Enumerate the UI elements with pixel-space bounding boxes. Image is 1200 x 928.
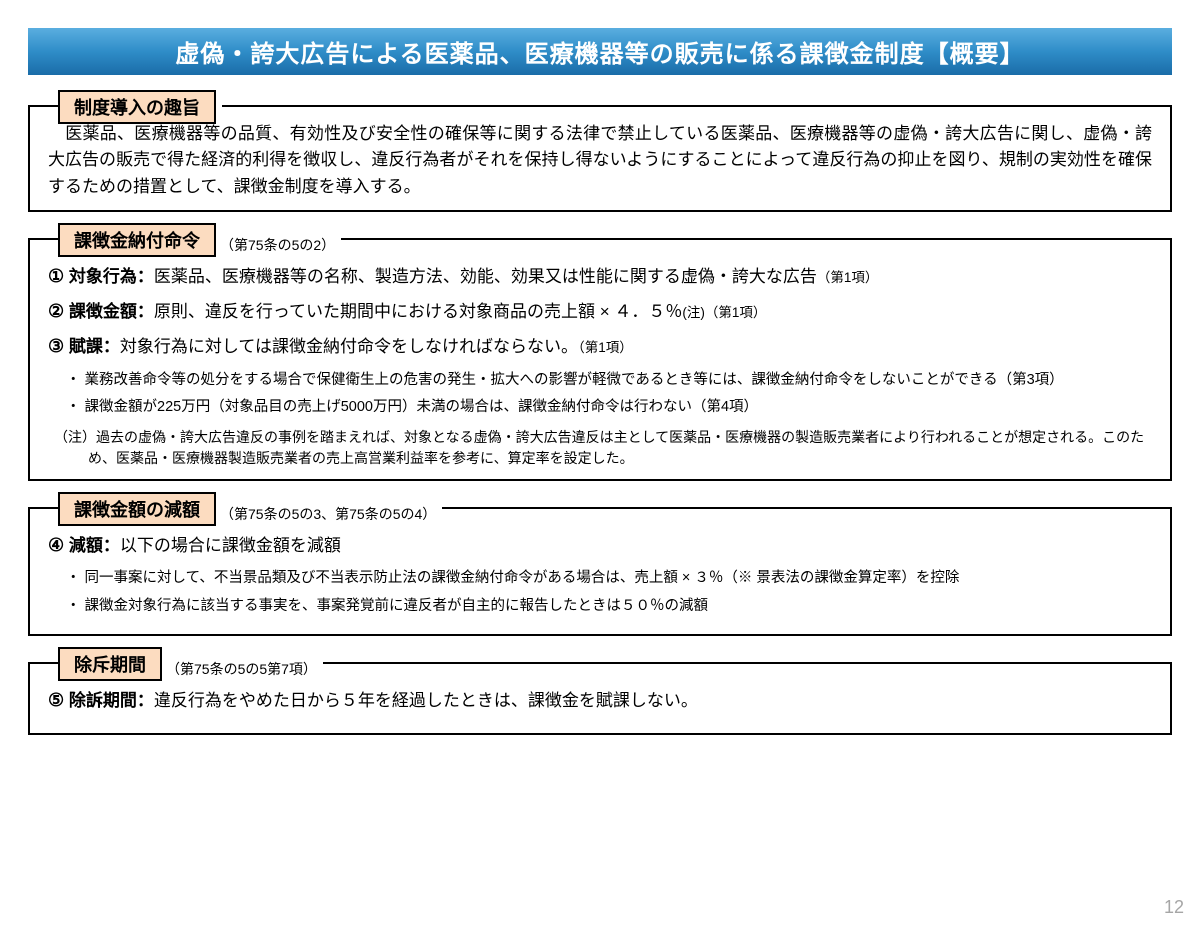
item-text: 違反行為をやめた日から５年を経過したときは、課徴金を賦課しない。 <box>154 691 698 710</box>
item-bold: 賦課： <box>64 337 120 356</box>
item-bold: 減額： <box>64 536 120 555</box>
item-4: ④ 減額：以下の場合に課徴金額を減額 <box>48 533 1152 558</box>
item-tail: （第1項） <box>817 270 879 285</box>
page-title: 虚偽・誇大広告による医薬品、医療機器等の販売に係る課徴金制度【概要】 <box>28 28 1172 75</box>
item-text: 対象行為に対しては課徴金納付命令をしなければならない。 <box>120 337 578 356</box>
item-5: ⑤ 除訴期間：違反行為をやめた日から５年を経過したときは、課徴金を賦課しない。 <box>48 688 1152 713</box>
item-bold: 除訴期間： <box>64 691 154 710</box>
item-text: 医薬品、医療機器等の名称、製造方法、効能、効果又は性能に関する虚偽・誇大な広告 <box>154 267 817 286</box>
item-1: ① 対象行為：医薬品、医療機器等の名称、製造方法、効能、効果又は性能に関する虚偽… <box>48 264 1152 289</box>
page-number: 12 <box>1164 897 1184 918</box>
item-2: ② 課徴金額：原則、違反を行っていた期間中における対象商品の売上額 × ４．５％… <box>48 299 1152 324</box>
item-number: ② <box>48 301 64 321</box>
item-number: ④ <box>48 535 64 555</box>
section-exclusion-period: 除斥期間 （第75条の5の5第7項） ⑤ 除訴期間：違反行為をやめた日から５年を… <box>28 662 1172 735</box>
bullet-1: ・ 同一事案に対して、不当景品類及び不当表示防止法の課徴金納付命令がある場合は、… <box>66 568 1152 590</box>
item-number: ⑤ <box>48 690 64 710</box>
item-tail: （第1項） <box>578 340 633 355</box>
item-number: ① <box>48 266 64 286</box>
section-sublabel: （第75条の5の3、第75条の5の4） <box>220 504 436 526</box>
section-sublabel: （第75条の5の5第7項） <box>166 659 317 681</box>
section-label: 除斥期間 <box>58 647 162 681</box>
section-reduction: 課徴金額の減額 （第75条の5の3、第75条の5の4） ④ 減額：以下の場合に課… <box>28 507 1172 636</box>
bullet-2: ・ 課徴金額が225万円（対象品目の売上げ5000万円）未満の場合は、課徴金納付… <box>66 397 1152 419</box>
item-bold: 対象行為： <box>64 267 154 286</box>
section-payment-order: 課徴金納付命令 （第75条の5の2） ① 対象行為：医薬品、医療機器等の名称、製… <box>28 238 1172 481</box>
item-number: ③ <box>48 336 64 356</box>
section-purpose: 制度導入の趣旨 医薬品、医療機器等の品質、有効性及び安全性の確保等に関する法律で… <box>28 105 1172 212</box>
footnote: （注）過去の虚偽・誇大広告違反の事例を踏まえれば、対象となる虚偽・誇大広告違反は… <box>54 427 1152 469</box>
item-tail: (注)（第1項） <box>682 305 766 320</box>
section-label: 課徴金納付命令 <box>58 223 216 257</box>
item-3: ③ 賦課：対象行為に対しては課徴金納付命令をしなければならない。（第1項） <box>48 334 1152 359</box>
item-text: 原則、違反を行っていた期間中における対象商品の売上額 × ４．５％ <box>154 302 683 321</box>
section-label-wrap: 課徴金額の減額 （第75条の5の3、第75条の5の4） <box>58 492 442 526</box>
section-label: 制度導入の趣旨 <box>58 90 216 124</box>
section-label-wrap: 除斥期間 （第75条の5の5第7項） <box>58 647 323 681</box>
section-label-wrap: 制度導入の趣旨 <box>58 90 222 124</box>
item-bold: 課徴金額： <box>64 302 154 321</box>
section-label-wrap: 課徴金納付命令 （第75条の5の2） <box>58 223 341 257</box>
bullet-2: ・ 課徴金対象行為に該当する事実を、事案発覚前に違反者が自主的に報告したときは５… <box>66 596 1152 618</box>
bullet-1: ・ 業務改善命令等の処分をする場合で保健衛生上の危害の発生・拡大への影響が軽微で… <box>66 370 1152 392</box>
section-body-text: 医薬品、医療機器等の品質、有効性及び安全性の確保等に関する法律で禁止している医薬… <box>48 121 1152 200</box>
section-sublabel: （第75条の5の2） <box>220 235 335 257</box>
item-text: 以下の場合に課徴金額を減額 <box>120 536 341 555</box>
section-label: 課徴金額の減額 <box>58 492 216 526</box>
